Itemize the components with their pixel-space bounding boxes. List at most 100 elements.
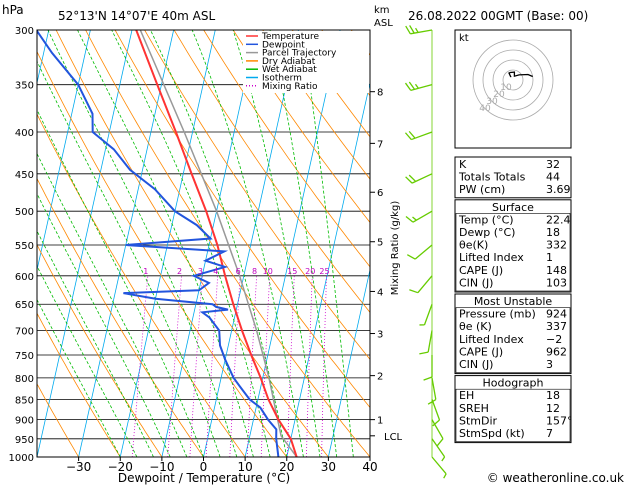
isotherm-line [119, 30, 216, 457]
dry-adiabat [203, 30, 370, 268]
wind-barb [404, 130, 433, 141]
barb-flag [408, 81, 416, 90]
axes: 1 2 3 4 6 8 10 15 20 2530035040045050055060065070… [9, 26, 403, 474]
mixing-ratio-label: 3 [198, 267, 203, 276]
barb-flag [409, 289, 419, 294]
isotherm-line [37, 30, 133, 457]
barb-flag [436, 438, 444, 447]
temperature-tick-label: −20 [108, 460, 133, 474]
hodograph-table-row-value: 12 [546, 402, 560, 415]
wet-adiabat [37, 108, 204, 457]
wet-adiabat [232, 30, 321, 457]
dry-adiabat [37, 113, 246, 457]
barb-staff [423, 303, 433, 326]
mixing-ratio-line [189, 275, 203, 457]
surface-row-value: 22.4 [546, 213, 571, 226]
legend-entry: Dry Adiabat [262, 57, 316, 67]
surface-row-value: 103 [546, 276, 567, 289]
isotherm-line [369, 455, 370, 457]
barb-flag [443, 473, 447, 479]
most-unstable-row-value: 962 [546, 345, 567, 358]
pressure-tick-label: 950 [15, 435, 34, 446]
temperature-tick-label: −30 [66, 460, 91, 474]
mixing-ratio-label: 10 [263, 267, 273, 276]
pressure-unit: hPa [2, 3, 24, 17]
barb-flag [404, 132, 412, 140]
hodograph-ring-label: 20 [493, 90, 505, 100]
legend-entry: Dewpoint [262, 40, 305, 50]
wind-barb [419, 330, 433, 355]
wind-barb [409, 275, 433, 294]
isotherm-line [203, 30, 299, 457]
hodograph-table-box [454, 375, 572, 444]
barb-flag [427, 398, 437, 405]
hodograph-table-row-value: 157° [546, 414, 573, 427]
pressure-tick-label: 800 [15, 374, 34, 385]
hodograph-ring-label: 10 [500, 83, 512, 93]
mixing-ratio-label: 8 [252, 267, 257, 276]
index-row-label: PW (cm) [459, 183, 505, 196]
barb-flag [441, 456, 446, 462]
mixing-ratio-label: 2 [177, 267, 182, 276]
most-unstable-row-label: θe (K) [459, 320, 492, 333]
index-tables: K 32 Totals Totals 44 PW (cm) 3.69 SurfaceTemp… [454, 156, 573, 444]
mixing-ratio-line [167, 275, 182, 457]
index-row-value: 44 [546, 171, 560, 184]
mixing-ratio-label: 4 [213, 267, 218, 276]
dry-adiabat [114, 30, 370, 409]
isotherm-line [327, 268, 370, 457]
mixing-ratio-label: 25 [319, 267, 329, 276]
pressure-tick-label: 450 [15, 170, 34, 181]
temperature-line [135, 30, 298, 457]
mixing-ratio-line [286, 275, 295, 457]
hodograph-table-row-label: StmSpd (kt) [459, 427, 525, 440]
most-unstable-row-value: 3 [546, 358, 553, 371]
mixing-ratio-axis-label: Mixing Ratio (g/kg) [390, 201, 401, 296]
most-unstable-title: Most Unstable [474, 295, 553, 308]
barb-staff [431, 399, 441, 421]
barb-flag [414, 83, 419, 89]
pressure-tick-label: 600 [15, 272, 34, 283]
km-tick-label: 2 [377, 372, 383, 383]
surface-row-label: Lifted Index [459, 251, 524, 264]
wet-adiabat [111, 30, 271, 457]
most-unstable-inner [455, 307, 571, 373]
isotherm-line [78, 30, 175, 457]
surface-inner [455, 213, 571, 292]
dry-adiabat [85, 30, 370, 457]
wet-adiabat [37, 192, 171, 457]
hodograph-table-inner [455, 388, 571, 442]
index-row-value: 3.69 [546, 183, 571, 196]
barb-flag [404, 82, 412, 91]
surface-row-value: 1 [546, 251, 553, 264]
wind-barb [431, 438, 446, 462]
wet-adiabat [47, 30, 238, 457]
legend-entry: Temperature [261, 32, 319, 42]
pressure-tick-label: 500 [15, 207, 34, 218]
x-axis-label: Dewpoint / Temperature (°C) [118, 471, 290, 485]
mixing-ratio-line [229, 275, 241, 457]
wind-barb [431, 456, 447, 479]
isotherm-line [0, 30, 7, 457]
pressure-tick-label: 550 [15, 241, 34, 252]
barb-flag [405, 215, 414, 223]
mixing-ratio-label: 1 [143, 267, 148, 276]
most-unstable-row-value: 337 [546, 320, 567, 333]
index-row-label: K [459, 158, 467, 171]
barb-flag [405, 25, 411, 35]
temperature-tick-label: −10 [149, 460, 174, 474]
hodograph-ring [492, 59, 534, 101]
mixing-ratio-line [260, 275, 271, 457]
mixing-ratio-line [131, 275, 149, 457]
pressure-tick-label: 700 [15, 327, 34, 338]
hodograph-table-row-value: 18 [546, 389, 560, 402]
wind-barb [405, 173, 433, 184]
barb-staff [431, 456, 447, 475]
barb-flag [408, 174, 417, 182]
surface-row-value: 332 [546, 239, 567, 252]
wind-barb [423, 354, 433, 381]
hodograph-ring-label: 30 [486, 97, 498, 107]
plot-frame [36, 29, 371, 458]
hodograph-ring [472, 39, 554, 121]
